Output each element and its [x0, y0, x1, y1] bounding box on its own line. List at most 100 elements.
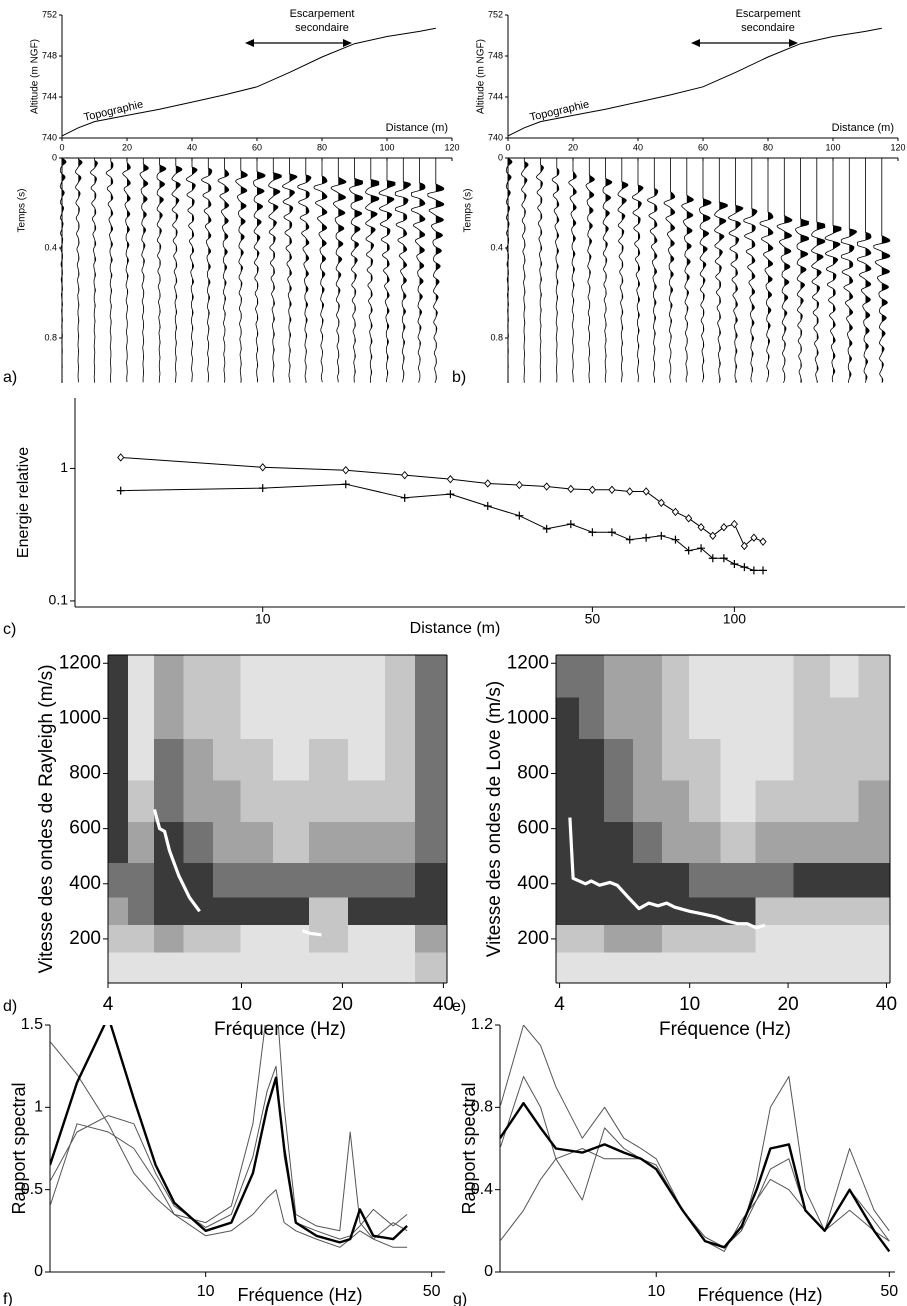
contour-cell [858, 821, 891, 864]
contour-cell [632, 739, 663, 781]
contour-cell [829, 925, 860, 954]
trace [536, 158, 544, 383]
contour-cell [272, 925, 310, 954]
contour-cell [720, 739, 756, 781]
y-tick-label: 1 [34, 1099, 43, 1116]
trace [365, 158, 380, 383]
contour-cell [661, 952, 690, 984]
trace [631, 158, 644, 383]
contour-cell [153, 897, 184, 926]
trace [394, 158, 412, 383]
contour-cell [153, 739, 184, 781]
contour-cell [858, 863, 891, 899]
trace [699, 158, 712, 383]
contour-cell [720, 821, 756, 864]
contour-cell [212, 780, 242, 823]
contour-cell [108, 821, 129, 864]
contour-cell [308, 952, 349, 984]
contour-cell [755, 821, 795, 864]
contour-cell [272, 863, 310, 899]
marker [740, 541, 748, 551]
arrow-head [691, 39, 700, 47]
marker [709, 531, 717, 541]
contour-cell [308, 821, 349, 864]
contour-cell [858, 739, 891, 781]
trace [873, 158, 891, 383]
contour-cell [604, 739, 634, 781]
contour-cell [348, 697, 386, 740]
trace [840, 158, 858, 383]
x-tick-label: 10 [647, 1283, 665, 1300]
x-axis-label: Fréquence (Hz) [214, 1019, 346, 1040]
y-tick-label: 0.1 [49, 592, 69, 608]
trace-fill [556, 168, 559, 383]
trace [74, 158, 83, 383]
series-line [50, 1025, 408, 1240]
marker [671, 507, 680, 517]
contour-cell [183, 655, 214, 699]
contour-cell [348, 952, 386, 984]
marker [588, 528, 597, 537]
trace-fill [573, 171, 577, 383]
contour-cell [688, 780, 721, 823]
plot-area [500, 1025, 891, 1253]
contour-cell [385, 655, 416, 699]
contour-cell [720, 952, 756, 984]
marker [446, 490, 455, 499]
contour-cell [308, 897, 349, 926]
x-tick-label: 50 [880, 1283, 898, 1300]
contour-cell [661, 863, 690, 899]
contour-cell [212, 821, 242, 864]
marker [740, 563, 749, 572]
marker [341, 480, 350, 489]
trace [663, 158, 676, 383]
trace-fill [784, 215, 792, 383]
marker [730, 519, 738, 529]
contour-cell [556, 780, 580, 823]
trace [411, 158, 426, 383]
contour-cell [632, 655, 663, 699]
series-line [120, 457, 764, 547]
y-tick-label: 400 [69, 873, 101, 894]
series-line [500, 1102, 891, 1253]
contour-cell [183, 739, 214, 781]
dispersion-curve [152, 808, 322, 937]
y-tick-label: 1200 [507, 652, 549, 673]
x-tick-label: 80 [317, 142, 327, 152]
y-tick-label: 600 [69, 818, 101, 839]
trace [681, 158, 694, 383]
contour-cell [308, 925, 349, 954]
contour-cell [348, 739, 386, 781]
contour-cell [578, 697, 605, 740]
contour-cell [556, 925, 580, 954]
series-line [120, 483, 763, 571]
contour-cell [604, 863, 634, 899]
trace-fill [370, 179, 379, 383]
x-tick-label: 50 [423, 1283, 441, 1300]
arrow-head [789, 39, 798, 47]
y-tick-label: 800 [517, 763, 549, 784]
y-tick-label: 752 [42, 9, 57, 19]
x-tick-label: 0 [505, 142, 510, 152]
y-tick-label: 0 [34, 1263, 43, 1280]
trace-fill [175, 165, 182, 383]
y-tick-label: 744 [488, 91, 503, 101]
trace-fill [719, 201, 728, 383]
plot-area [116, 453, 768, 575]
annotation: secondaire [741, 22, 795, 34]
panel-label: f) [3, 1291, 13, 1306]
y-tick-label: 1200 [59, 652, 101, 673]
contour-cell [212, 697, 242, 740]
contour-cell [755, 863, 795, 899]
y-tick-label: 1.5 [21, 1016, 43, 1033]
marker [607, 528, 616, 537]
contour-cell [308, 655, 349, 699]
contour-cell [829, 897, 860, 926]
contour-cell [688, 863, 721, 899]
contour-cell [755, 780, 795, 823]
contour-cell [183, 780, 214, 823]
marker [567, 484, 575, 494]
contour-cell [793, 697, 831, 740]
y-tick-label: 748 [42, 50, 57, 60]
contour-cell [829, 780, 860, 823]
